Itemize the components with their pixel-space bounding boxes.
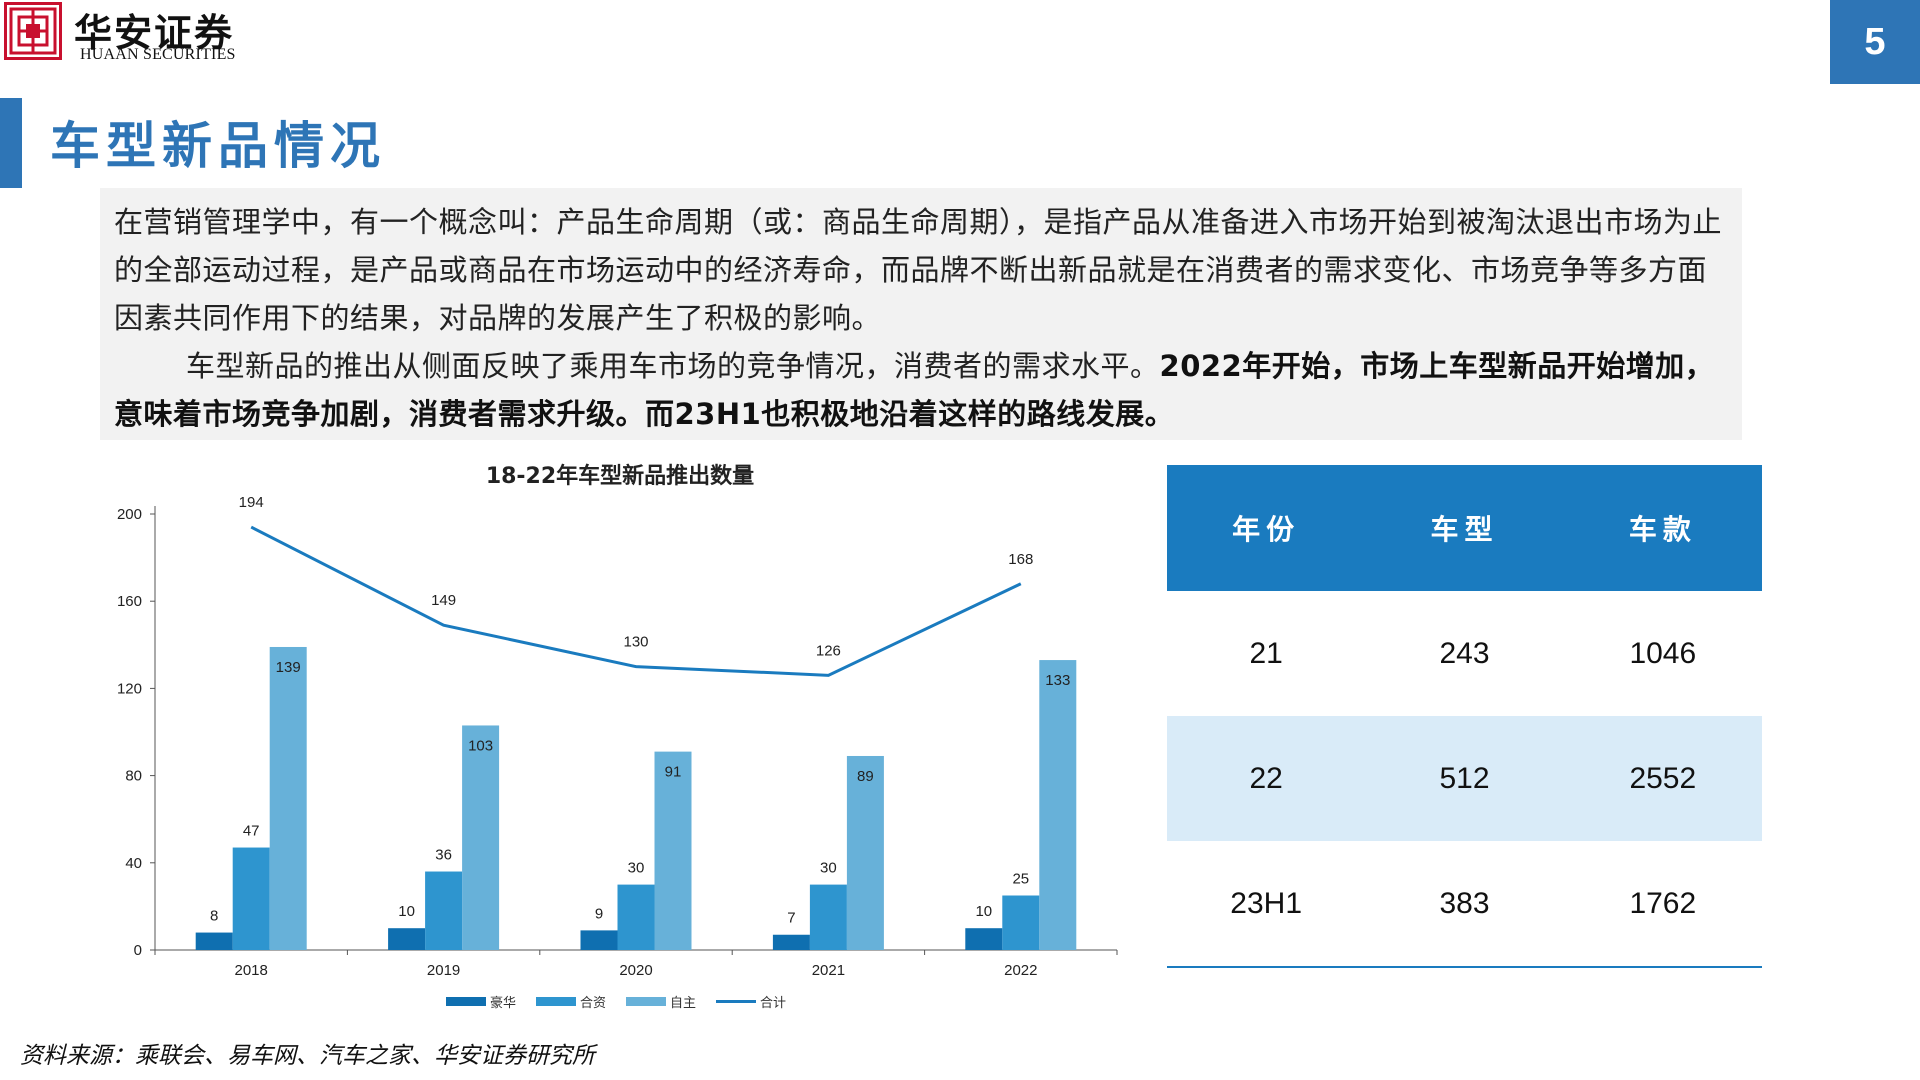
bar-data-label: 89	[857, 768, 874, 785]
y-tick-label: 80	[125, 768, 142, 785]
legend-swatch	[446, 997, 486, 1006]
x-tick-label: 2018	[235, 962, 268, 979]
table-cell: 1046	[1629, 636, 1697, 670]
legend-item: 自主	[626, 992, 696, 1011]
models-table: 年份 车型 车款 21 243 1046 22 512 2552 23H1 38…	[1167, 465, 1762, 968]
bar-合资	[809, 884, 847, 950]
line-data-label: 168	[1008, 551, 1033, 568]
table-cell: 512	[1439, 761, 1490, 795]
bar-data-label: 7	[787, 910, 795, 927]
bar-data-label: 139	[276, 659, 301, 676]
title-accent-bar	[0, 98, 22, 188]
table-cell: 383	[1439, 886, 1490, 920]
bar-豪华	[195, 932, 233, 950]
legend-swatch	[536, 997, 577, 1006]
bar-自主	[654, 751, 692, 950]
bar-豪华	[965, 928, 1003, 950]
table-bottom-rule	[1167, 966, 1762, 968]
bar-data-label: 25	[1012, 871, 1029, 888]
legend-item: 豪华	[446, 992, 516, 1011]
intro-text-box: 在营销管理学中，有一个概念叫：产品生命周期（或：商品生命周期），是指产品从准备进…	[100, 188, 1742, 440]
bar-自主	[1039, 660, 1077, 950]
bar-自主	[269, 646, 307, 950]
table-row: 21 243 1046	[1167, 591, 1762, 716]
table-cell: 21	[1249, 636, 1283, 670]
intro-paragraph-1: 在营销管理学中，有一个概念叫：产品生命周期（或：商品生命周期），是指产品从准备进…	[114, 205, 1723, 335]
table-header-model: 车型	[1430, 513, 1499, 546]
table-cell: 243	[1439, 636, 1490, 670]
bar-合资	[425, 871, 463, 950]
legend-item: 合资	[536, 992, 606, 1011]
table-cell: 23H1	[1230, 886, 1303, 920]
y-tick-label: 200	[117, 506, 142, 523]
bar-data-label: 30	[820, 860, 837, 877]
line-data-label: 130	[623, 634, 648, 651]
table-cell: 2552	[1629, 761, 1697, 795]
bar-豪华	[772, 934, 810, 950]
bar-data-label: 9	[595, 905, 603, 922]
bar-合资	[1002, 895, 1040, 950]
line-data-label: 194	[239, 494, 264, 511]
bar-data-label: 10	[398, 903, 415, 920]
chart-legend: 豪华 合资 自主 合计	[446, 992, 786, 1011]
line-data-label: 149	[431, 592, 456, 609]
y-tick-label: 0	[134, 942, 142, 959]
legend-swatch	[626, 997, 667, 1006]
bar-合资	[232, 847, 270, 950]
intro-paragraph-2: 车型新品的推出从侧面反映了乘用车市场的竞争情况，消费者的需求水平。2022年开始…	[114, 342, 1728, 438]
table-cell: 22	[1249, 761, 1283, 795]
y-tick-label: 120	[117, 680, 142, 697]
y-tick-label: 40	[125, 855, 142, 872]
bar-data-label: 91	[665, 764, 682, 781]
x-tick-label: 2019	[427, 962, 460, 979]
legend-label: 豪华	[490, 996, 517, 1011]
bar-data-label: 103	[468, 737, 493, 754]
bar-data-label: 47	[243, 823, 260, 840]
y-tick-label: 160	[117, 593, 142, 610]
bar-data-label: 30	[628, 860, 645, 877]
bar-data-label: 10	[975, 903, 992, 920]
x-tick-label: 2021	[812, 962, 845, 979]
legend-label: 自主	[670, 996, 697, 1011]
page-title: 车型新品情况	[50, 116, 386, 175]
chart-title: 18-22年车型新品推出数量	[485, 464, 755, 489]
bar-自主	[462, 725, 500, 950]
table-header-row: 年份 车型 车款	[1167, 465, 1762, 591]
logo-english-name: HUAAN SECURITIES	[80, 46, 236, 63]
intro-paragraph-2-bold: 2022年开始，市场上车型新品开始增加，意味着市场竞争加剧，消费者需求升级。而2…	[114, 349, 1715, 431]
table-row: 22 512 2552	[1167, 716, 1762, 841]
legend-item: 合计	[716, 992, 786, 1011]
bar-data-label: 133	[1045, 672, 1070, 689]
table-header-variant: 车款	[1628, 513, 1697, 546]
line-data-label: 126	[816, 642, 841, 659]
company-logo: 华安证券 HUAAN SECURITIES	[4, 2, 264, 68]
table-header-year: 年份	[1232, 513, 1301, 546]
page-number-badge: 5	[1830, 0, 1920, 84]
line-合计	[250, 525, 1022, 677]
bar-data-label: 36	[435, 847, 452, 864]
logo-seal-icon	[4, 2, 62, 60]
legend-label: 合计	[760, 996, 787, 1011]
source-note: 资料来源：乘联会、易车网、汽车之家、华安证券研究所	[20, 1043, 595, 1069]
table-cell: 1762	[1629, 886, 1697, 920]
bar-合资	[617, 884, 655, 950]
legend-label: 合资	[580, 996, 607, 1011]
new-models-chart: 0 40 80 120 160 200 2018 2019 2020 2021 2022 8 47 139…	[117, 494, 1118, 979]
table-row: 23H1 383 1762	[1167, 841, 1762, 966]
x-tick-label: 2020	[619, 962, 652, 979]
legend-swatch	[716, 1000, 757, 1003]
bar-豪华	[580, 930, 618, 950]
bar-自主	[846, 755, 884, 950]
logo-chinese-name: 华安证券	[74, 10, 235, 55]
bar-豪华	[388, 928, 426, 950]
x-tick-label: 2022	[1004, 962, 1037, 979]
intro-paragraph-2-normal: 车型新品的推出从侧面反映了乘用车市场的竞争情况，消费者的需求水平。	[186, 349, 1160, 383]
bar-data-label: 8	[210, 908, 218, 925]
